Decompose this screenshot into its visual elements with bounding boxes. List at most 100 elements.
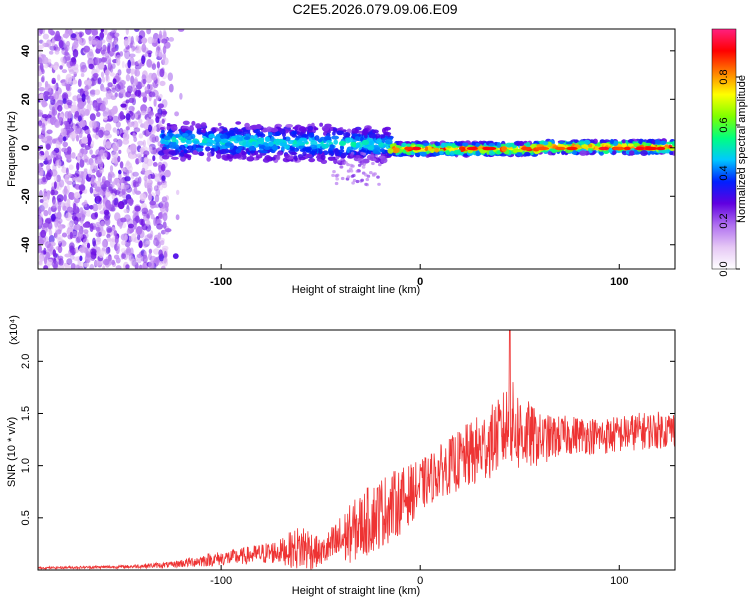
spectrogram-cell (270, 136, 275, 140)
spectrogram-cell (124, 199, 128, 205)
spectrogram-cell (374, 154, 379, 158)
spectrogram-cell (561, 150, 565, 156)
spectrogram-cell (91, 154, 97, 159)
spectrogram-cell (156, 61, 160, 69)
spectrogram-cell (111, 47, 117, 53)
spectrogram-cell (119, 111, 124, 120)
spectrogram-cell (57, 218, 63, 224)
spectrogram-cell (349, 163, 354, 167)
spectrogram-cell (136, 45, 142, 54)
spectrogram-cell (162, 221, 167, 229)
spectrogram-cell (501, 146, 507, 151)
spectrogram-cell (95, 57, 101, 66)
spectrogram-cell (54, 230, 59, 240)
spectrogram-cell (371, 161, 375, 166)
spectrogram-cell (79, 120, 86, 128)
spectrogram-cell (372, 151, 381, 154)
spectrogram-cell (338, 149, 345, 153)
spectrogram-cell (333, 139, 339, 145)
spectrogram-cell (86, 95, 91, 104)
spectrogram-cell (298, 126, 307, 132)
spectrogram-cell (134, 113, 139, 119)
spectrogram-cell (125, 169, 130, 178)
spectrogram-cell (270, 149, 276, 154)
spectrogram-cell (217, 122, 222, 127)
spectrogram-cell (82, 222, 89, 228)
spectrogram-cell (111, 29, 117, 33)
spectrogram-cell (86, 209, 91, 217)
spectrogram-cell (354, 136, 360, 141)
spectrogram-cell (669, 151, 674, 156)
colorbar-tick-label: 0.0 (718, 261, 730, 276)
spectrogram-cell (360, 151, 364, 155)
spectrogram-cell (138, 118, 143, 124)
spectrogram-cell (136, 110, 141, 116)
spectrogram-cell (127, 198, 134, 204)
spectrogram-cell (298, 156, 306, 161)
spectrogram-cell (136, 153, 143, 158)
spectrogram-cell (572, 149, 577, 155)
spectrogram-cell (349, 153, 354, 157)
spectrogram-cell (85, 29, 92, 35)
spectrogram-cell (51, 138, 57, 144)
spectrogram-cell (39, 56, 45, 64)
spectrogram-cell (352, 173, 356, 178)
spectrogram-cell (340, 152, 347, 159)
spectrogram-cell (176, 189, 180, 195)
spectrogram-cell (518, 140, 525, 147)
spectrogram-cell (42, 33, 50, 40)
spectrogram-cell (71, 56, 76, 63)
spectrogram-cell (224, 142, 232, 147)
snr-x-label: Height of straight line (km) (292, 585, 420, 597)
spectrogram-cell (54, 49, 60, 55)
spectrogram-cell (270, 157, 276, 161)
spectrogram-cell (41, 122, 45, 128)
spectrogram-cell (137, 234, 141, 241)
spectrogram-cell (178, 144, 186, 151)
spectrogram-cell (91, 140, 95, 147)
spectrogram-cell (102, 97, 109, 106)
spectrogram-cell (47, 58, 52, 64)
spectrogram-cell (66, 146, 72, 155)
spectrogram-cell (159, 211, 163, 220)
spectrogram-cell (385, 152, 390, 157)
spectrogram-cell (91, 169, 96, 174)
spectrogram-cell (174, 111, 180, 117)
spectrogram-cell (385, 138, 393, 145)
spectrogram-cell (246, 156, 255, 162)
spectrogram-cell (65, 99, 73, 105)
spectrogram-cell (138, 133, 144, 139)
spectrogram-cell (81, 93, 86, 103)
spectrogram-cell (331, 135, 339, 140)
spectrogram-cell (669, 147, 675, 151)
spectrogram-cell (88, 48, 94, 57)
spectrogram-cell (160, 129, 165, 134)
spectrogram-cell (114, 212, 121, 222)
spectrogram-cell (346, 169, 351, 173)
spectrogram-cell (293, 147, 300, 152)
spectrogram-cell (96, 111, 101, 117)
spectrogram-cell (147, 174, 152, 180)
spectrogram-cell (106, 237, 112, 242)
spectrogram-cell (64, 253, 72, 258)
spectrogram-cell (65, 212, 72, 222)
spectrogram-cell (130, 112, 136, 120)
spectrogram-cell (106, 233, 111, 239)
spectrogram-cell (100, 29, 104, 33)
spectrogram-cell (206, 156, 211, 162)
spectrogram-cell (123, 38, 129, 47)
spectrogram-cell (73, 202, 77, 211)
spectrogram-cell (64, 264, 71, 269)
spectrogram-cell (41, 102, 48, 107)
spectrogram-cell (598, 146, 610, 151)
spectrogram-cell (135, 190, 141, 195)
spectrogram-cell (141, 207, 149, 214)
spectrogram-cell (127, 223, 134, 229)
spectrogram-cell (105, 246, 111, 254)
spectrogram-cell (115, 265, 122, 269)
spectrogram-cell (333, 148, 340, 155)
spectrogram-cell (124, 50, 131, 60)
spectrogram-cell (132, 221, 137, 230)
spectrogram-cell (126, 67, 132, 74)
spectrogram-cell (161, 118, 165, 124)
